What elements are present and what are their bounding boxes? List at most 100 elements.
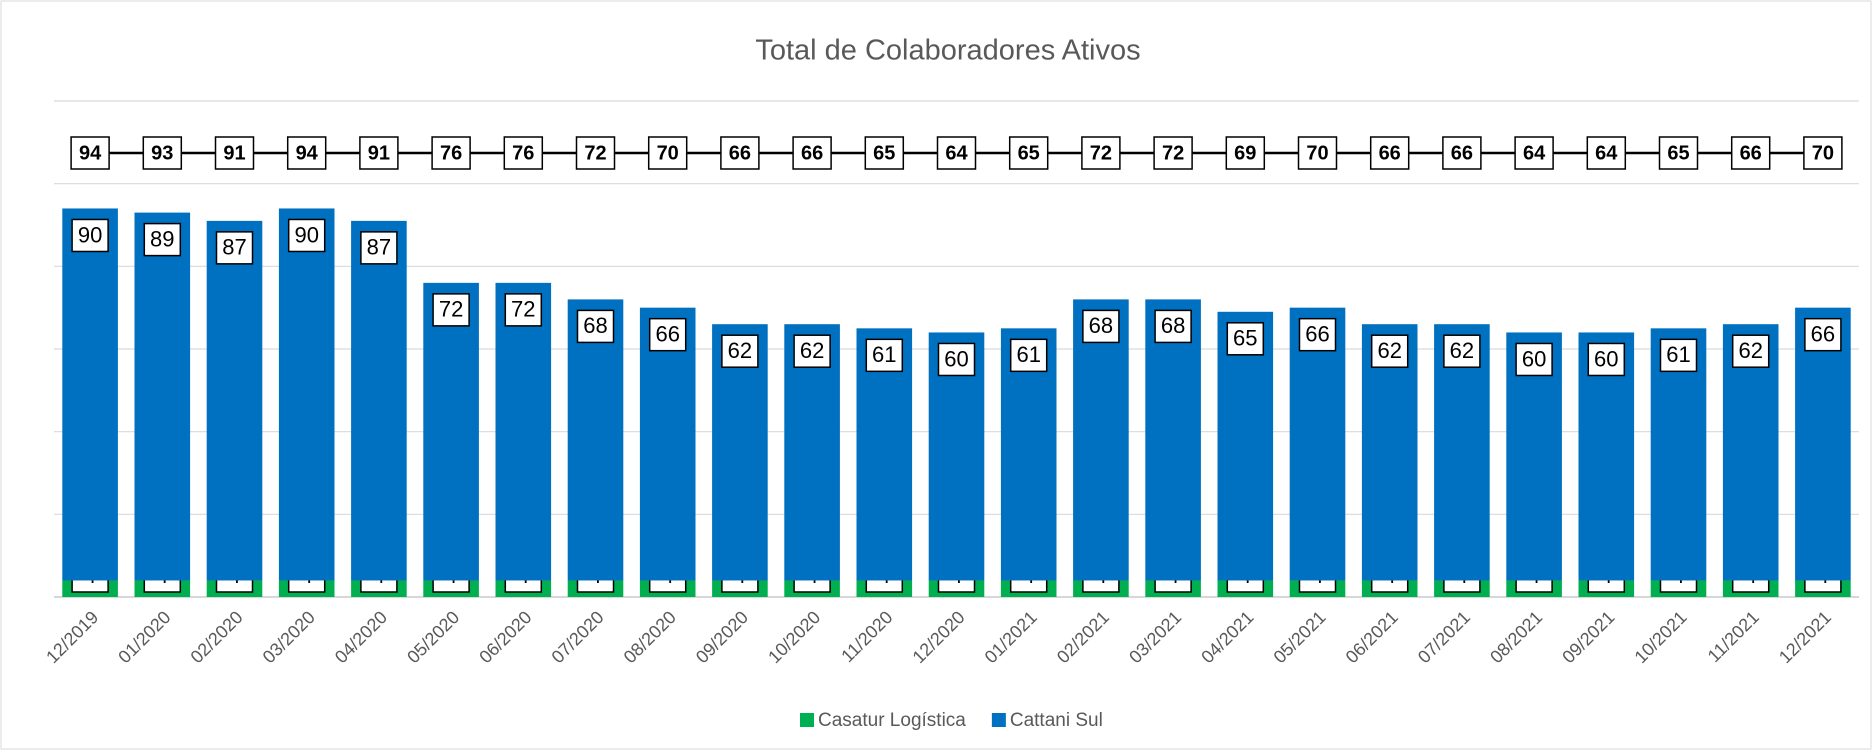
data-label: 72: [511, 297, 535, 322]
total-label-box: [1803, 136, 1843, 170]
total-label: 76: [440, 142, 462, 164]
data-label: 87: [367, 235, 391, 260]
bar: [206, 220, 263, 581]
data-label-box: [648, 317, 687, 352]
data-label-box: [1298, 317, 1337, 352]
data-label-box: [1804, 317, 1842, 352]
data-label: 72: [439, 297, 463, 322]
data-label: 62: [1738, 338, 1762, 363]
data-label-box: [215, 231, 254, 265]
data-label: 60: [1594, 346, 1618, 371]
total-label: 70: [657, 142, 679, 164]
total-label-box: [286, 136, 327, 170]
data-label: 62: [1377, 338, 1401, 363]
data-label: 66: [655, 321, 679, 346]
total-label: 93: [151, 142, 173, 164]
total-label-box: [1442, 136, 1482, 170]
legend-swatch: [991, 713, 1006, 727]
total-label-box: [1658, 136, 1699, 170]
data-label-box: [721, 334, 759, 368]
data-label-box: [1659, 338, 1698, 373]
data-label-box: [576, 309, 615, 344]
data-label: 65: [1233, 326, 1257, 351]
data-label: 68: [1161, 313, 1185, 338]
total-label: 65: [1667, 142, 1689, 164]
legend-swatch: [800, 713, 814, 727]
bar: [423, 282, 479, 581]
total-label-box: [1369, 136, 1410, 170]
total-label-box: [1297, 136, 1338, 170]
total-label: 65: [873, 142, 895, 164]
total-label: 72: [1162, 142, 1184, 164]
bar: [639, 307, 696, 581]
data-label: 87: [222, 235, 246, 260]
total-label-box: [720, 136, 760, 170]
total-label: 69: [1234, 142, 1256, 164]
bar: [1145, 299, 1201, 581]
total-label-box: [1008, 136, 1049, 170]
bar: [278, 208, 335, 581]
data-label: 90: [294, 222, 318, 247]
data-label: 66: [1305, 321, 1329, 346]
data-label-box: [1009, 338, 1048, 373]
data-label: 61: [1016, 342, 1040, 367]
data-label: 62: [728, 338, 752, 363]
data-label-box: [793, 334, 831, 368]
data-label-box: [1226, 322, 1265, 356]
bar: [567, 299, 624, 581]
total-label: 70: [1306, 142, 1328, 164]
total-label-box: [1730, 136, 1771, 170]
total-label: 66: [729, 142, 751, 164]
total-label: 66: [1379, 142, 1401, 164]
data-label: 60: [944, 346, 968, 371]
data-label: 62: [800, 338, 824, 363]
total-label: 66: [1740, 142, 1762, 164]
total-label-box: [214, 136, 255, 170]
data-label-box: [937, 342, 976, 377]
bar: [351, 220, 407, 581]
data-label-box: [360, 231, 398, 265]
data-label: 66: [1811, 321, 1835, 346]
total-label: 66: [801, 142, 823, 164]
total-label-box: [142, 136, 183, 170]
total-label-box: [864, 136, 905, 170]
total-label-box: [1153, 136, 1193, 170]
data-label: 62: [1450, 338, 1474, 363]
total-label: 70: [1812, 142, 1834, 164]
total-label-box: [1081, 136, 1121, 170]
data-label-box: [71, 218, 109, 253]
data-label-box: [1082, 309, 1120, 344]
legend-label: Casatur Logística: [818, 710, 966, 731]
total-label-box: [792, 136, 832, 170]
total-label: 64: [1595, 142, 1618, 164]
data-label-box: [1443, 334, 1481, 368]
data-label-box: [1515, 342, 1553, 377]
bar: [1795, 307, 1851, 581]
data-label-box: [432, 293, 470, 327]
data-label-box: [1370, 334, 1409, 368]
bar: [1073, 299, 1129, 581]
bar: [1217, 311, 1274, 581]
total-label-box: [431, 136, 471, 170]
total-label: 64: [945, 142, 968, 164]
data-label: 68: [583, 313, 607, 338]
total-label: 72: [1090, 142, 1112, 164]
total-label-box: [936, 136, 977, 170]
total-label: 91: [368, 142, 390, 164]
total-label-box: [1225, 136, 1266, 170]
total-label: 94: [79, 142, 102, 164]
total-label-box: [575, 136, 616, 170]
data-label: 61: [872, 342, 896, 367]
data-label: 89: [150, 226, 174, 251]
data-label-box: [1587, 342, 1626, 377]
legend-label: Cattani Sul: [1010, 710, 1103, 731]
total-label-box: [503, 136, 544, 170]
data-label-box: [865, 338, 904, 373]
data-label: 61: [1666, 342, 1690, 367]
data-label-box: [143, 222, 182, 257]
total-label-box: [1586, 136, 1627, 170]
bar: [495, 282, 552, 581]
total-label: 66: [1451, 142, 1473, 164]
data-label-box: [1154, 309, 1192, 344]
